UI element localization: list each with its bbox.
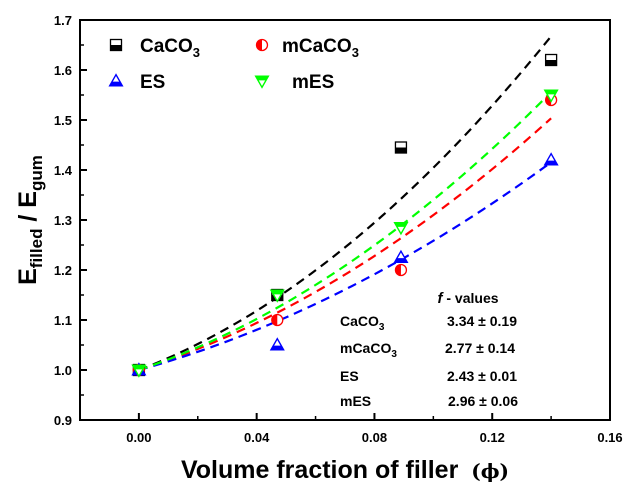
- y-tick-label: 1.4: [54, 163, 73, 178]
- data-point-mes: [131, 364, 147, 378]
- legend-label-mcaco3: mCaCO3: [282, 36, 359, 60]
- f-values-row-value: 2.43 ± 0.01: [447, 368, 517, 384]
- legend-label-caco3: CaCO3: [140, 36, 200, 60]
- y-tick-label: 1.6: [54, 63, 72, 78]
- y-tick-label: 1.3: [54, 213, 72, 228]
- f-values-table: f - values CaCO3 3.34 ± 0.19 mCaCO3 2.77 ± 0…: [340, 290, 518, 409]
- y-tick-label: 1.2: [54, 263, 72, 278]
- data-point-mes: [269, 289, 285, 303]
- x-tick-label: 0.08: [362, 430, 387, 445]
- y-tick-label: 1.7: [54, 13, 72, 28]
- x-tick-label: 0.00: [126, 430, 151, 445]
- data-points: [131, 53, 559, 378]
- f-values-row-label: mES: [340, 393, 371, 409]
- data-point-mes: [393, 222, 409, 236]
- data-point-mcaco3: [271, 313, 284, 327]
- fit-curve-mcaco3: [138, 117, 552, 372]
- legend-label-es: ES: [140, 72, 165, 93]
- x-tick-label: 0.16: [597, 430, 622, 445]
- f-values-row-value: 2.96 ± 0.06: [448, 393, 518, 409]
- data-point-es: [393, 249, 409, 263]
- x-tick-label: 0.12: [480, 430, 505, 445]
- fit-curve-caco3: [138, 35, 552, 372]
- x-tick-label: 0.04: [244, 430, 270, 445]
- y-tick-label: 1.1: [54, 313, 72, 328]
- f-values-row-label: CaCO3: [340, 313, 385, 333]
- x-axis-ticks: 0.00 0.04 0.08 0.12 0.16: [126, 413, 623, 445]
- f-values-row-label: ES: [340, 368, 359, 384]
- legend-marker-mes: [254, 75, 270, 89]
- y-tick-label: 0.9: [54, 413, 72, 428]
- fit-curve-es: [138, 161, 552, 372]
- f-values-title: f - values: [437, 290, 498, 307]
- legend-label-mes: mES: [292, 72, 334, 93]
- data-point-es: [543, 152, 559, 166]
- legend-marker-es: [108, 73, 124, 87]
- f-values-row-label: mCaCO3: [340, 340, 397, 360]
- y-tick-label: 1.5: [54, 113, 72, 128]
- f-values-row-value: 2.77 ± 0.14: [445, 340, 515, 356]
- f-values-row-value: 3.34 ± 0.19: [447, 313, 517, 329]
- x-axis-title-symbol: (ϕ): [471, 459, 509, 483]
- y-axis-ticks: 0.9 1.0 1.1 1.2 1.3 1.4 1.5 1.6 1.7: [54, 13, 87, 428]
- x-axis-title: Volume fraction of filler (ϕ): [181, 456, 509, 484]
- fit-curve-mes: [138, 91, 552, 372]
- fit-curves: [138, 35, 552, 372]
- data-point-mcaco3: [394, 263, 408, 277]
- x-axis-title-text: Volume fraction of filler: [181, 456, 459, 484]
- y-tick-label: 1.0: [54, 363, 72, 378]
- y-axis-title: Efilled / Egum: [14, 155, 46, 285]
- data-point-es: [269, 337, 285, 351]
- data-point-mes: [543, 89, 559, 103]
- legend-marker-mcaco3: [255, 38, 269, 52]
- data-point-caco3: [544, 53, 558, 67]
- legend: CaCO3 mCaCO3 ES mES: [108, 36, 359, 93]
- data-point-caco3: [394, 141, 408, 154]
- legend-marker-caco3: [109, 38, 123, 52]
